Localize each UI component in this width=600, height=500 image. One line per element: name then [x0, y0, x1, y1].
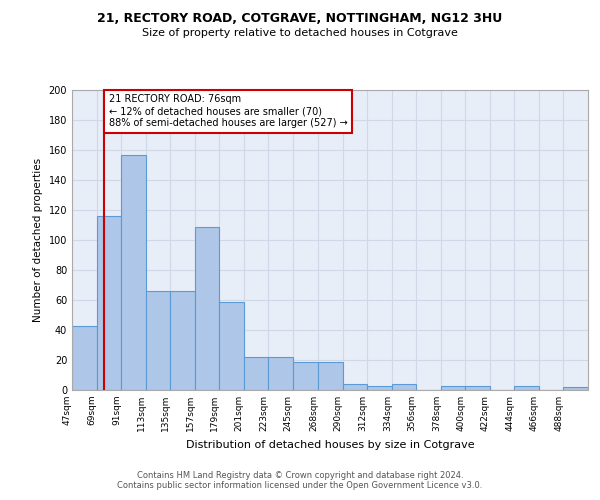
Text: 21, RECTORY ROAD, COTGRAVE, NOTTINGHAM, NG12 3HU: 21, RECTORY ROAD, COTGRAVE, NOTTINGHAM, … [97, 12, 503, 26]
Bar [146, 291, 170, 390]
Bar [293, 362, 318, 390]
Bar [343, 384, 367, 390]
X-axis label: Distribution of detached houses by size in Cotgrave: Distribution of detached houses by size … [185, 440, 475, 450]
Text: 21 RECTORY ROAD: 76sqm
← 12% of detached houses are smaller (70)
88% of semi-det: 21 RECTORY ROAD: 76sqm ← 12% of detached… [109, 94, 347, 128]
Text: Contains HM Land Registry data © Crown copyright and database right 2024.
Contai: Contains HM Land Registry data © Crown c… [118, 470, 482, 490]
Bar [121, 154, 146, 390]
Bar [194, 226, 219, 390]
Bar [268, 357, 293, 390]
Bar [367, 386, 392, 390]
Bar [318, 362, 343, 390]
Bar [563, 387, 588, 390]
Bar [170, 291, 194, 390]
Bar [97, 216, 121, 390]
Bar [72, 326, 97, 390]
Y-axis label: Number of detached properties: Number of detached properties [33, 158, 43, 322]
Bar [219, 302, 244, 390]
Bar [441, 386, 466, 390]
Bar [244, 357, 268, 390]
Bar [514, 386, 539, 390]
Bar [466, 386, 490, 390]
Text: Size of property relative to detached houses in Cotgrave: Size of property relative to detached ho… [142, 28, 458, 38]
Bar [392, 384, 416, 390]
